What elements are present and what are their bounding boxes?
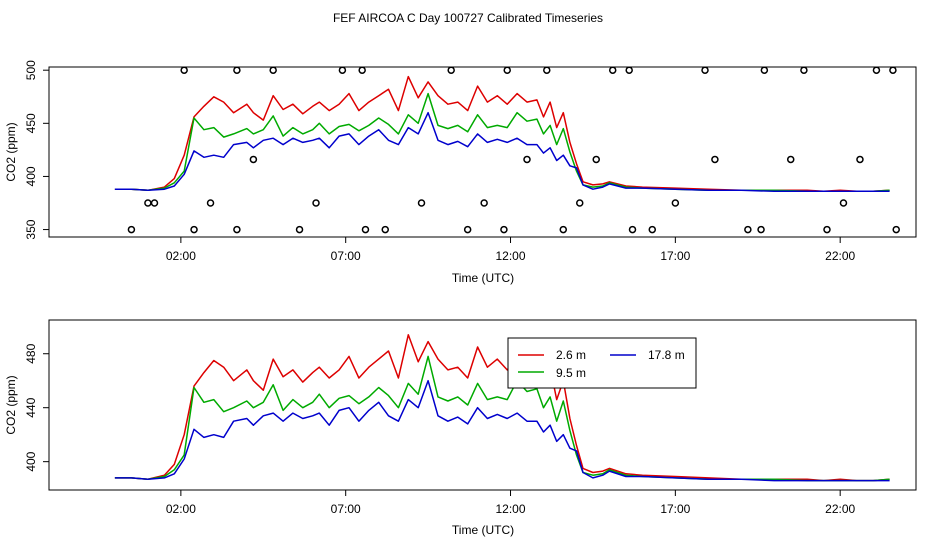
flag-marker [701, 66, 709, 74]
flag-marker [889, 66, 897, 74]
flag-marker [190, 225, 198, 234]
x-tick-label: 22:00 [825, 502, 855, 516]
legend-box [507, 337, 697, 389]
x-axis-label: Time (UTC) [452, 271, 514, 285]
series-line-17.8m [114, 379, 890, 482]
x-tick-label: 12:00 [496, 502, 526, 516]
x-tick-label: 02:00 [166, 502, 196, 516]
flag-marker [800, 66, 808, 74]
flag-marker [447, 66, 455, 74]
legend-label-17.8m: 17.8 m [648, 348, 685, 362]
y-tick-label: 400 [24, 451, 38, 471]
flag-marker [500, 225, 508, 234]
flag-marker [295, 225, 304, 234]
x-tick-label: 02:00 [166, 249, 196, 263]
flag-marker [543, 66, 551, 74]
flag-marker [592, 155, 600, 164]
flag-marker [523, 155, 531, 164]
series-line-17.8m [114, 111, 890, 193]
series-lines [114, 334, 890, 482]
x-tick-label: 07:00 [331, 249, 361, 263]
flag-marker [608, 66, 617, 74]
flag-marker [233, 66, 241, 74]
flag-marker [786, 155, 795, 164]
flag-marker [150, 199, 159, 207]
flag-marker [361, 225, 370, 234]
x-tick-label: 17:00 [660, 502, 690, 516]
flag-marker [206, 199, 215, 207]
legend: 2.6 m 17.8 m 9.5 m [507, 337, 697, 389]
flag-marker [269, 66, 277, 74]
flag-marker [625, 66, 633, 74]
flag-marker [559, 225, 568, 234]
flag-marker [648, 225, 657, 234]
flag-marker [249, 155, 258, 164]
x-axis-label: Time (UTC) [452, 523, 514, 537]
flag-marker [872, 66, 881, 74]
flag-marker [892, 225, 900, 234]
plot-frame [48, 319, 917, 491]
y-tick-label: 440 [24, 397, 38, 417]
series-line-9.5m [114, 92, 890, 193]
series-lines [114, 75, 890, 193]
flag-marker [628, 225, 637, 234]
flag-marker [575, 199, 584, 207]
plot-frame [48, 66, 917, 238]
flag-marker [760, 66, 769, 74]
x-tick-label: 12:00 [496, 249, 526, 263]
flag-marker [312, 199, 320, 207]
y-tick-label: 500 [24, 60, 38, 80]
y-axis: 400 440 480 [24, 343, 49, 472]
x-axis: 02:00 07:00 12:00 17:00 22:00 [166, 490, 856, 516]
legend-label-2.6m: 2.6 m [556, 348, 586, 362]
flag-marker [671, 199, 680, 207]
flag-marker [417, 199, 426, 207]
flag-marker [338, 66, 347, 74]
series-line-2.6m [114, 75, 890, 193]
flag-marker [381, 225, 390, 234]
flag-markers [127, 66, 900, 234]
flag-marker [463, 225, 472, 234]
flag-marker [233, 225, 241, 234]
flag-marker [127, 225, 136, 234]
flag-marker [144, 199, 152, 207]
legend-label-9.5m: 9.5 m [556, 366, 586, 380]
figure-title: FEF AIRCOA C Day 100727 Calibrated Times… [333, 11, 603, 25]
x-tick-label: 22:00 [825, 249, 855, 263]
y-tick-label: 450 [24, 113, 38, 133]
flag-marker [839, 199, 848, 207]
y-tick-label: 400 [24, 166, 38, 186]
x-tick-label: 07:00 [331, 502, 361, 516]
flag-marker [480, 199, 488, 207]
x-tick-label: 17:00 [660, 249, 690, 263]
series-line-9.5m [114, 355, 890, 482]
panel-bottom: 02:00 07:00 12:00 17:00 22:00 400 440 480 Time… [4, 319, 917, 537]
x-axis: 02:00 07:00 12:00 17:00 22:00 [166, 237, 856, 263]
y-tick-label: 480 [24, 343, 38, 363]
flag-marker [503, 66, 511, 74]
flag-marker [711, 155, 719, 164]
y-tick-label: 350 [24, 219, 38, 239]
series-line-2.6m [114, 334, 890, 482]
flag-marker [180, 66, 188, 74]
flag-marker [757, 225, 765, 234]
y-axis-label: CO2 (ppm) [4, 122, 18, 181]
flag-marker [744, 225, 752, 234]
y-axis-label: CO2 (ppm) [4, 375, 18, 434]
panel-top: 02:00 07:00 12:00 17:00 22:00 350 400 450 500 T… [4, 60, 917, 285]
flag-marker [856, 155, 864, 164]
flag-marker [823, 225, 831, 234]
y-axis: 350 400 450 500 [24, 60, 49, 240]
flag-marker [358, 66, 366, 74]
